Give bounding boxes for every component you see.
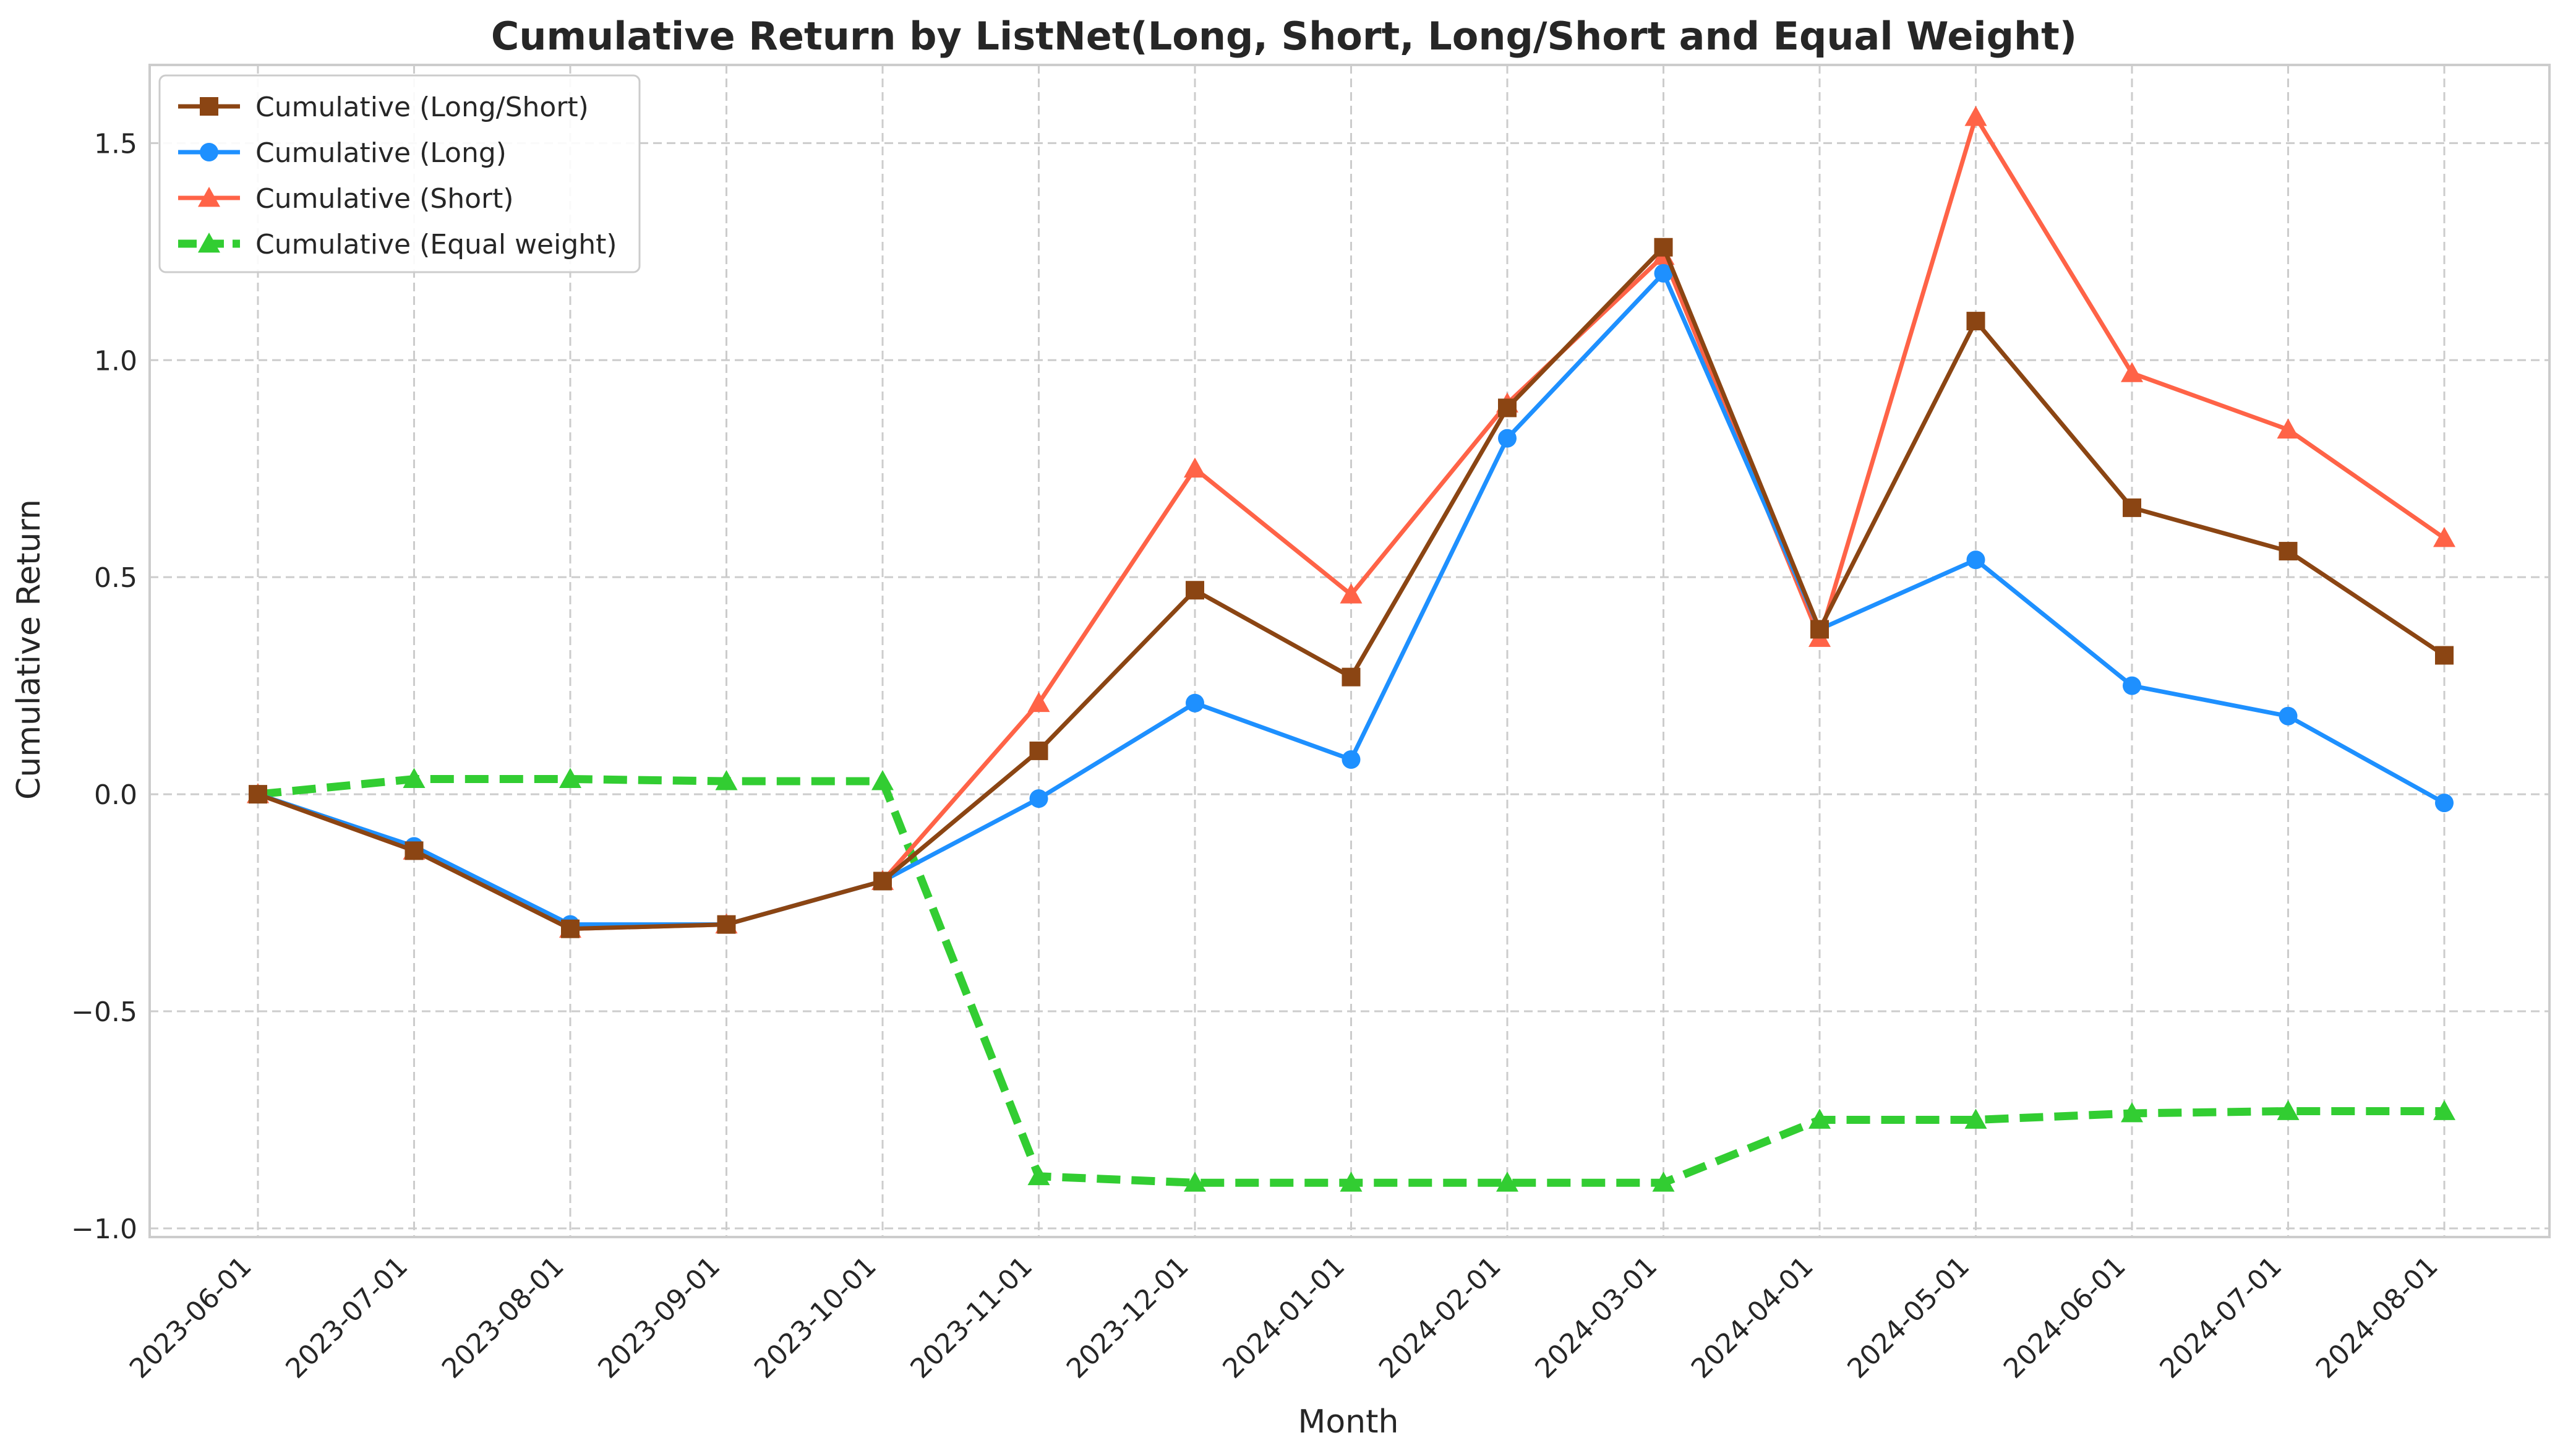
data-point — [561, 919, 580, 938]
legend-marker — [200, 143, 218, 161]
data-point — [871, 770, 894, 790]
data-point — [715, 770, 738, 790]
data-point — [1652, 1171, 1675, 1192]
y-tick-label: 0.0 — [94, 779, 137, 811]
y-tick-label: 1.0 — [94, 345, 137, 377]
data-point — [873, 871, 892, 891]
data-point — [1496, 1171, 1518, 1192]
data-point — [1342, 750, 1361, 769]
data-point — [1808, 1108, 1831, 1129]
data-point — [1966, 312, 1985, 331]
data-point — [249, 785, 267, 804]
data-point — [717, 915, 736, 934]
chart-title: Cumulative Return by ListNet(Long, Short… — [491, 14, 2077, 59]
y-axis-label: Cumulative Return — [11, 499, 48, 800]
data-point — [1498, 398, 1517, 418]
data-point — [1964, 1108, 1987, 1129]
data-point — [2433, 1100, 2455, 1120]
data-point — [1184, 1171, 1206, 1192]
data-point — [2435, 794, 2454, 813]
data-point — [1340, 1171, 1363, 1192]
data-point — [2279, 706, 2298, 726]
data-point — [1029, 789, 1048, 808]
y-tick-label: 1.5 — [94, 128, 137, 160]
data-point — [2277, 1100, 2300, 1120]
data-point — [559, 768, 581, 788]
data-point — [2123, 676, 2141, 695]
legend-label: Cumulative (Equal weight) — [255, 229, 617, 260]
data-point — [2433, 527, 2455, 547]
x-axis-label: Month — [1298, 1403, 1399, 1441]
data-point — [1027, 692, 1050, 713]
data-point — [2123, 498, 2141, 517]
legend-marker — [200, 97, 218, 116]
data-point — [1184, 457, 1206, 478]
data-point — [1966, 550, 1985, 570]
grid — [150, 65, 2549, 1237]
legend-marker — [198, 233, 220, 253]
data-point — [1654, 263, 1673, 283]
data-point — [1498, 429, 1517, 448]
data-point — [404, 841, 424, 860]
y-axis-ticks: −1.0 −0.5 0.0 0.5 1.0 1.5 — [71, 128, 137, 1245]
legend-label: Cumulative (Long/Short) — [255, 92, 589, 123]
data-point — [1342, 667, 1361, 687]
data-point — [2121, 362, 2143, 382]
data-point — [1027, 1165, 1050, 1186]
y-tick-label: −1.0 — [71, 1214, 137, 1245]
data-point — [403, 768, 426, 788]
data-point — [1340, 583, 1363, 604]
data-point — [1029, 741, 1048, 760]
data-point — [2277, 418, 2300, 439]
data-point — [1186, 693, 1204, 713]
legend-label: Cumulative (Long) — [255, 137, 507, 169]
data-point — [1810, 620, 1829, 639]
y-tick-label: 0.5 — [94, 562, 137, 594]
series-3 — [247, 768, 2455, 1192]
legend-label: Cumulative (Short) — [255, 183, 514, 215]
data-point — [1654, 238, 1673, 257]
series-group — [247, 106, 2455, 1192]
data-point — [2435, 646, 2454, 665]
legend-marker — [198, 187, 220, 207]
legend-box — [158, 74, 641, 273]
data-point — [2121, 1102, 2143, 1123]
data-point — [1186, 581, 1204, 600]
series-0 — [249, 238, 2454, 938]
data-point — [2279, 542, 2298, 561]
y-tick-label: −0.5 — [71, 996, 137, 1028]
plot-frame — [148, 64, 2551, 1238]
legend: Cumulative (Long/Short) Cumulative (Long)… — [158, 74, 641, 273]
data-point — [1964, 106, 1987, 126]
